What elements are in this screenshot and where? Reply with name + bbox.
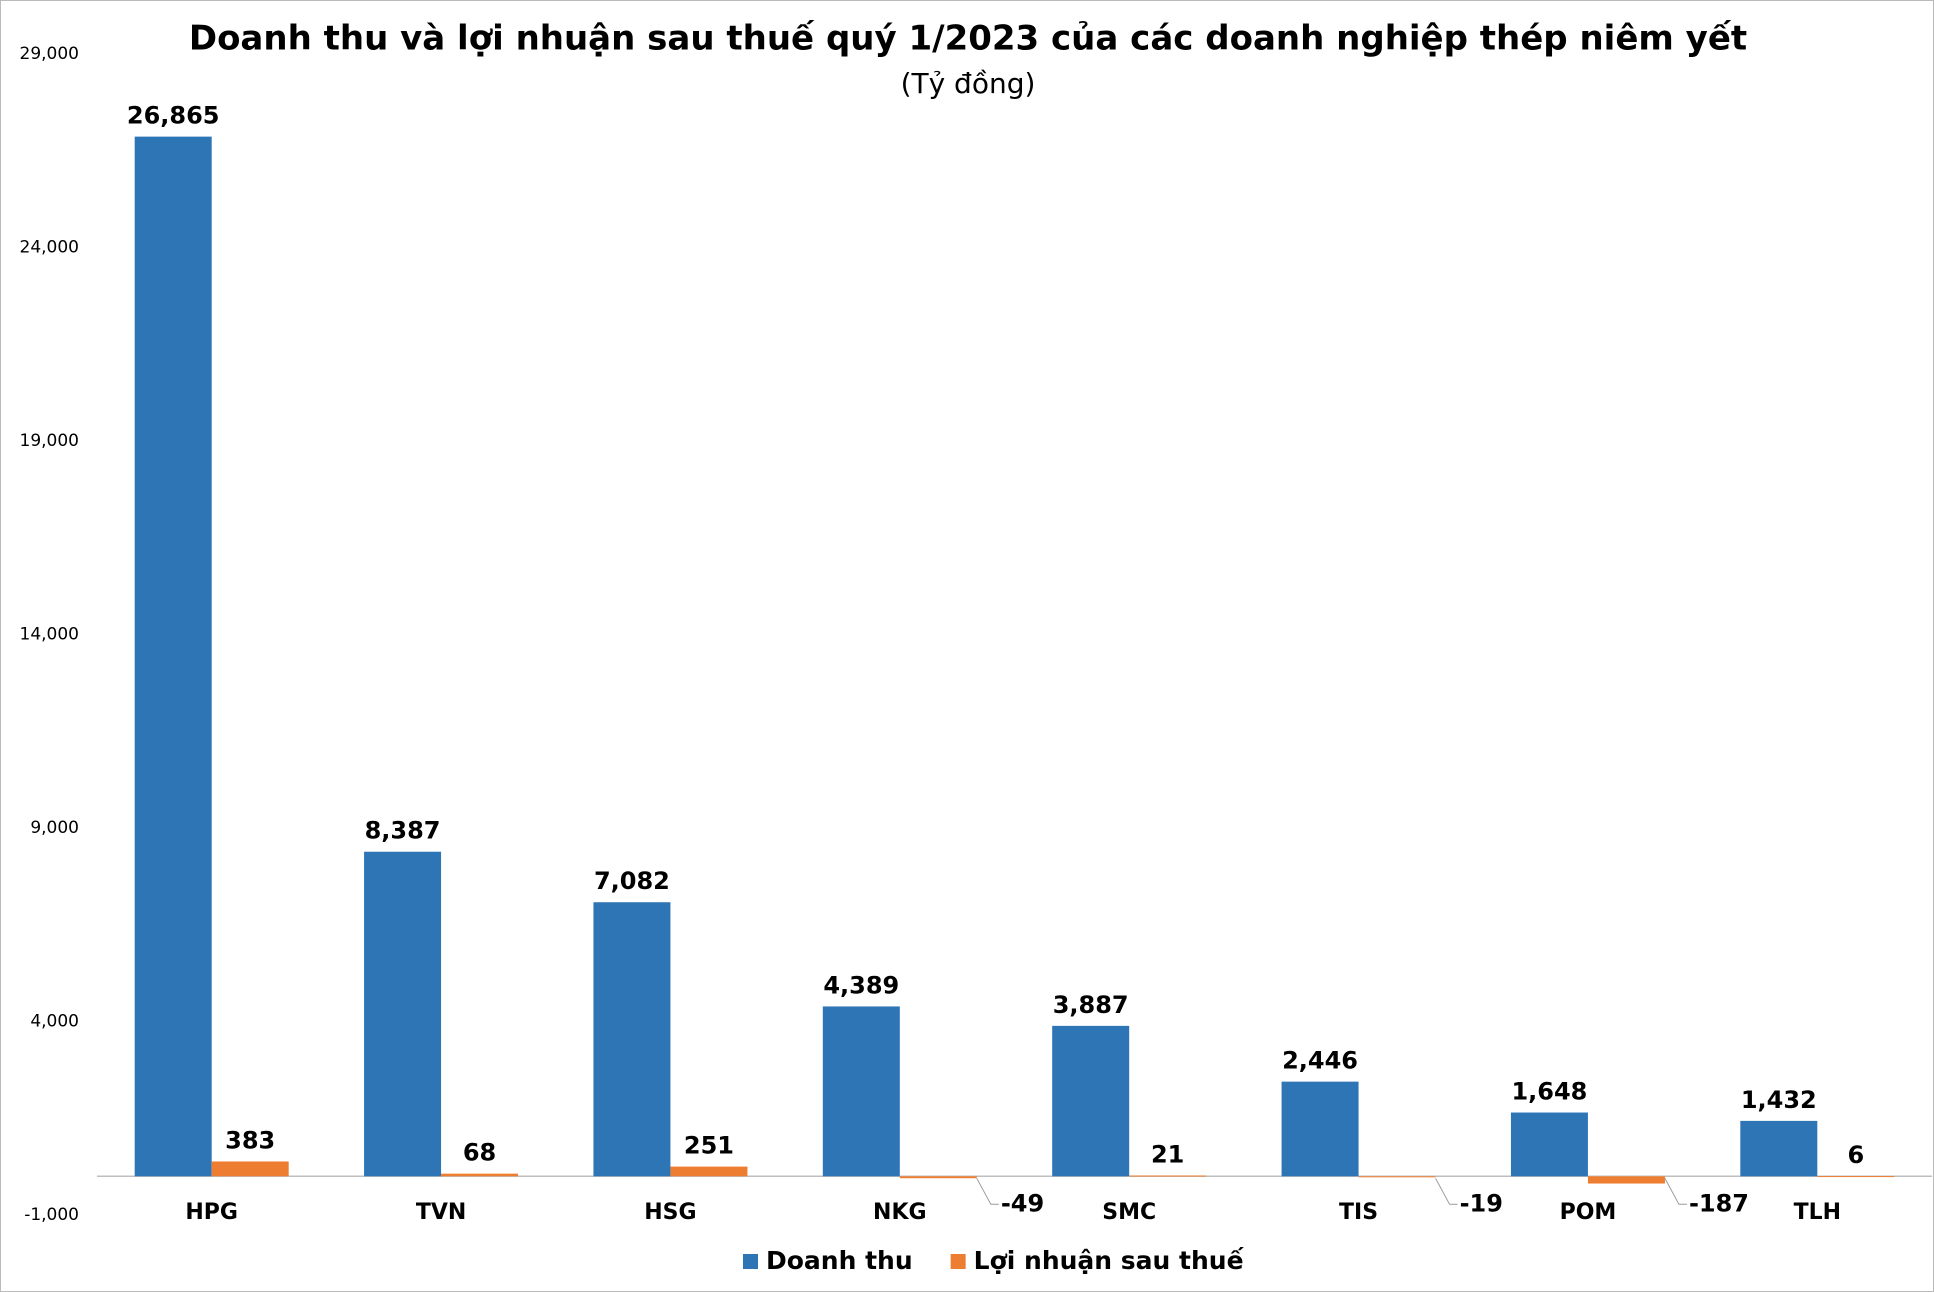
bar <box>1129 1175 1207 1177</box>
data-label: 4,389 <box>823 971 899 999</box>
bar <box>1587 1176 1665 1184</box>
x-tick-label: TVN <box>416 1200 466 1225</box>
data-label: 21 <box>1151 1140 1184 1168</box>
leader-line <box>976 1178 999 1205</box>
bar <box>670 1166 748 1177</box>
y-tick-label: 24,000 <box>20 238 79 258</box>
data-label: 251 <box>684 1132 734 1160</box>
legend-label: Lợi nhuận sau thuế <box>974 1246 1245 1275</box>
data-label: 383 <box>225 1126 275 1154</box>
x-tick-label: POM <box>1560 1200 1617 1225</box>
x-tick-label: TLH <box>1794 1200 1841 1225</box>
x-tick-label: TIS <box>1339 1200 1378 1225</box>
data-label: 3,887 <box>1053 991 1129 1019</box>
leader-line <box>1435 1178 1458 1205</box>
bar <box>364 851 442 1177</box>
bar <box>593 902 671 1177</box>
y-tick-label: 29,000 <box>20 44 79 64</box>
data-label: 1,432 <box>1741 1086 1817 1114</box>
leader-line <box>1664 1178 1687 1205</box>
legend-swatch <box>950 1254 966 1269</box>
bar <box>1358 1176 1436 1178</box>
bar <box>899 1176 977 1179</box>
bar <box>211 1161 289 1177</box>
y-tick-label: 19,000 <box>20 431 79 451</box>
chart-subtitle: (Tỷ đồng) <box>901 67 1036 100</box>
y-tick-label: 4,000 <box>30 1012 79 1032</box>
bar <box>1281 1081 1359 1177</box>
x-tick-label: HPG <box>185 1200 238 1225</box>
data-label: -19 <box>1460 1189 1503 1217</box>
bar <box>134 136 212 1177</box>
data-label: 8,387 <box>365 817 441 845</box>
data-label: 68 <box>463 1139 496 1167</box>
bar <box>1817 1176 1895 1178</box>
data-label: 2,446 <box>1282 1047 1358 1075</box>
x-tick-label: NKG <box>873 1200 927 1225</box>
bar <box>1740 1120 1818 1177</box>
x-tick-label: HSG <box>644 1200 696 1225</box>
bar <box>1052 1025 1130 1177</box>
chart-title: Doanh thu và lợi nhuận sau thuế quý 1/20… <box>189 19 1747 59</box>
bar <box>1510 1112 1588 1177</box>
legend-label: Doanh thu <box>766 1246 913 1275</box>
data-label: 26,865 <box>127 102 220 130</box>
y-tick-label: 9,000 <box>30 818 79 838</box>
x-tick-label: SMC <box>1102 1200 1156 1225</box>
data-label: 1,648 <box>1511 1078 1587 1106</box>
data-label: -49 <box>1001 1189 1044 1217</box>
data-label: 7,082 <box>594 867 670 895</box>
data-label: 6 <box>1847 1141 1864 1169</box>
bar <box>441 1173 519 1177</box>
y-tick-label: -1,000 <box>24 1205 79 1225</box>
bar <box>822 1006 900 1177</box>
legend-swatch <box>743 1254 758 1269</box>
y-tick-label: 14,000 <box>20 625 79 645</box>
data-label: -187 <box>1689 1189 1749 1217</box>
